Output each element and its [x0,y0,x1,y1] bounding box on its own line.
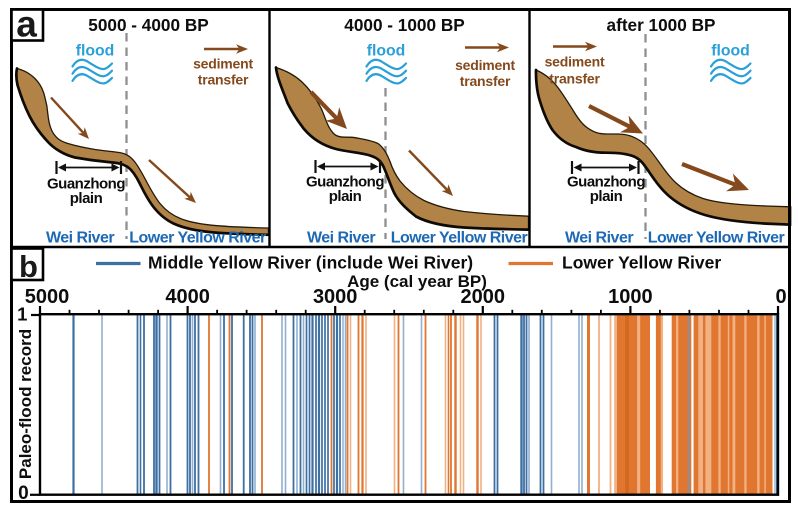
svg-text:sediment: sediment [545,54,605,70]
svg-text:2000: 2000 [461,286,506,308]
svg-text:Age (cal year BP): Age (cal year BP) [347,272,487,291]
svg-text:plain: plain [329,188,362,205]
svg-text:Lower Yellow River: Lower Yellow River [562,252,721,272]
svg-text:5000: 5000 [25,286,70,308]
svg-text:Wei River: Wei River [565,230,633,247]
svg-text:Paleo-flood record: Paleo-flood record [16,329,35,479]
svg-text:Lower Yellow River: Lower Yellow River [129,230,266,247]
svg-text:plain: plain [70,190,103,207]
svg-text:0: 0 [18,483,29,504]
svg-text:Lower Yellow River: Lower Yellow River [391,230,528,247]
svg-text:flood: flood [367,43,406,60]
svg-text:Middle Yellow River (include W: Middle Yellow River (include Wei River) [148,252,473,272]
svg-text:Guanzhong: Guanzhong [306,174,384,191]
svg-text:4000: 4000 [165,286,210,308]
svg-text:sediment: sediment [455,57,515,73]
svg-text:plain: plain [590,188,623,205]
svg-text:transfer: transfer [198,72,249,88]
svg-text:Guanzhong: Guanzhong [47,176,125,193]
svg-text:1: 1 [17,303,27,324]
svg-text:Guanzhong: Guanzhong [567,174,645,191]
svg-text:5000 - 4000 BP: 5000 - 4000 BP [88,15,208,35]
svg-text:Wei River: Wei River [46,230,114,247]
svg-text:b: b [19,249,38,284]
svg-text:3000: 3000 [313,286,358,308]
svg-text:flood: flood [76,43,115,60]
svg-text:1000: 1000 [608,286,653,308]
svg-text:transfer: transfer [460,73,511,89]
svg-text:4000 - 1000 BP: 4000 - 1000 BP [344,15,464,35]
svg-text:Lower Yellow River: Lower Yellow River [648,230,785,247]
svg-text:transfer: transfer [549,71,600,87]
svg-text:0: 0 [775,286,786,308]
svg-text:sediment: sediment [193,56,253,72]
svg-text:flood: flood [711,43,750,60]
svg-text:a: a [16,4,37,45]
svg-text:Wei River: Wei River [307,230,375,247]
svg-text:after 1000 BP: after 1000 BP [607,15,716,35]
